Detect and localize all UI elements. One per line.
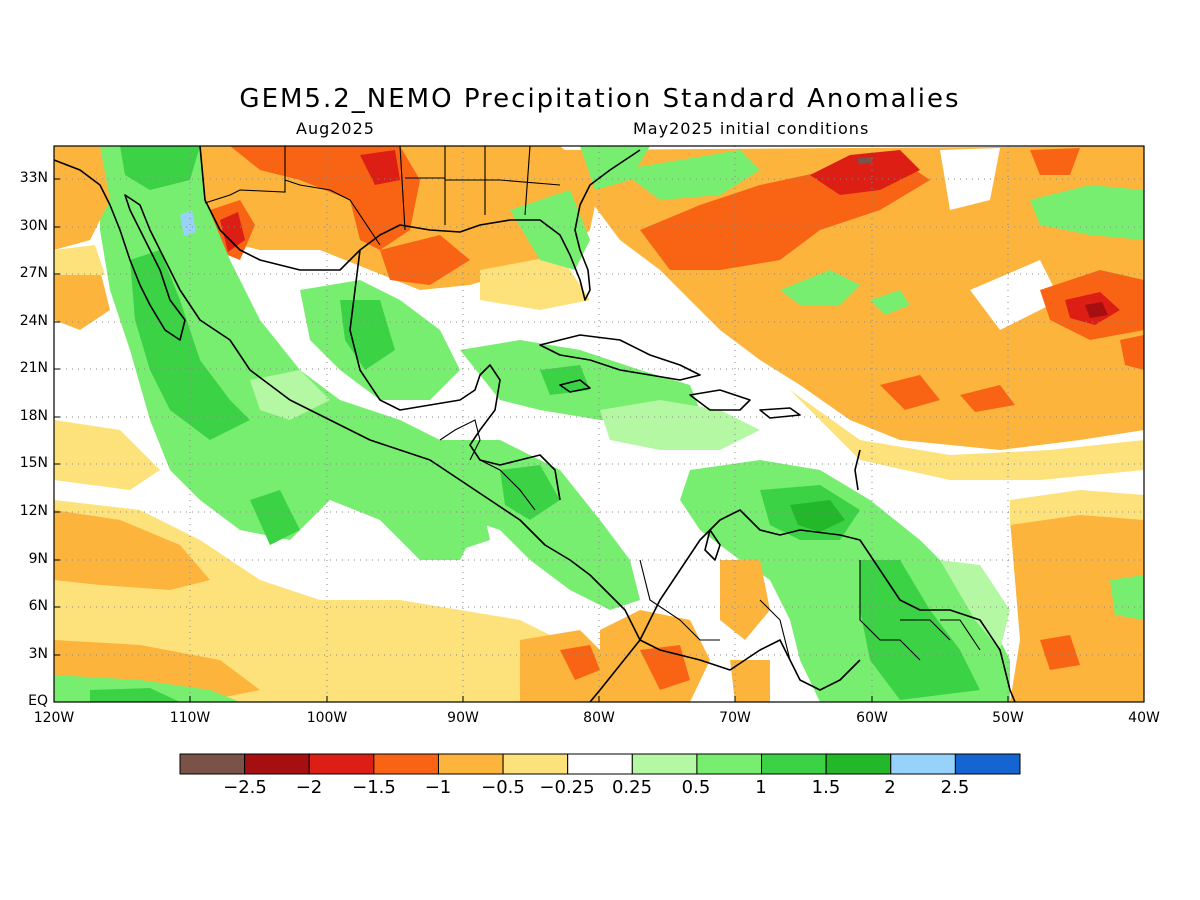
colorbar-label: 2 xyxy=(884,777,896,798)
lat-label-33n: 33N xyxy=(19,170,48,186)
lon-label-90w: 90W xyxy=(447,710,479,726)
lon-label-60w: 60W xyxy=(856,710,888,726)
lon-label-100w: 100W xyxy=(306,710,348,726)
lat-label-24n: 24N xyxy=(19,313,48,329)
coastlines xyxy=(54,146,1016,702)
colorbar-swatch xyxy=(825,753,892,775)
colorbar-label: 1 xyxy=(755,777,767,798)
colorbar-label: −1 xyxy=(424,777,452,798)
colorbar-swatch xyxy=(696,753,763,775)
political-borders xyxy=(204,146,981,661)
lat-label-3n: 3N xyxy=(28,646,48,662)
axis-ticks xyxy=(54,178,1009,702)
lon-label-80w: 80W xyxy=(583,710,615,726)
pacific-dry-region xyxy=(54,500,580,702)
colorbar-swatch xyxy=(502,753,569,775)
colorbar-swatch xyxy=(308,753,375,775)
lat-label-eq: EQ xyxy=(28,693,48,709)
lat-label-12n: 12N xyxy=(19,503,48,519)
colorbar xyxy=(179,753,1021,775)
colorbar-label: −0.25 xyxy=(539,777,595,798)
colorbar-label: 0.25 xyxy=(611,777,653,798)
colorbar-swatch xyxy=(567,753,633,775)
colorbar-swatch xyxy=(631,753,698,775)
lat-label-15n: 15N xyxy=(19,455,48,471)
colorbar-swatch xyxy=(179,753,246,775)
lat-label-9n: 9N xyxy=(28,551,48,567)
lon-label-110w: 110W xyxy=(169,710,211,726)
mexico-wet-region xyxy=(100,146,480,560)
colorbar-label: 1.5 xyxy=(811,777,841,798)
lon-label-120w: 120W xyxy=(33,710,75,726)
colorbar-label: −1.5 xyxy=(352,777,396,798)
lat-label-30n: 30N xyxy=(19,218,48,234)
colorbar-swatch xyxy=(761,753,827,775)
lat-label-21n: 21N xyxy=(19,360,48,376)
colorbar-label: −2.5 xyxy=(223,777,267,798)
anomaly-field xyxy=(54,146,1144,702)
lat-label-27n: 27N xyxy=(19,265,48,281)
init-conditions-label: May2025 initial conditions xyxy=(633,119,870,138)
lon-label-50w: 50W xyxy=(992,710,1024,726)
lat-label-18n: 18N xyxy=(19,408,48,424)
lon-label-40w: 40W xyxy=(1128,710,1160,726)
colorbar-label: 0.5 xyxy=(681,777,711,798)
colorbar-swatch xyxy=(890,753,956,775)
lon-label-70w: 70W xyxy=(719,710,751,726)
colorbar-swatch xyxy=(954,753,1021,775)
colorbar-swatch xyxy=(244,753,310,775)
map-title: GEM5.2_NEMO Precipitation Standard Anoma… xyxy=(239,84,961,114)
colorbar-label: 2.5 xyxy=(940,777,970,798)
valid-month-label: Aug2025 xyxy=(296,119,375,138)
colorbar-label: −2 xyxy=(295,777,323,798)
colorbar-swatch xyxy=(373,753,439,775)
colorbar-swatch xyxy=(437,753,504,775)
lat-label-6n: 6N xyxy=(28,598,48,614)
colorbar-label: −0.5 xyxy=(481,777,525,798)
